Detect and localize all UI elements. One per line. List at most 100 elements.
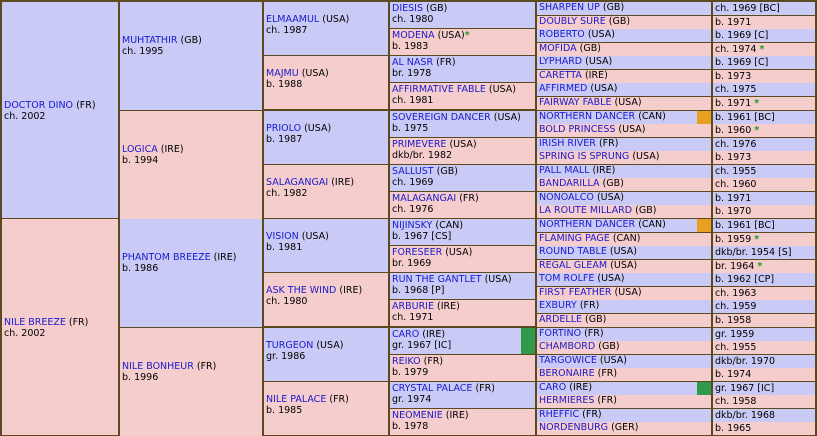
country-code: (USA) bbox=[596, 192, 625, 203]
horse-name-link[interactable]: AFFIRMATIVE FABLE bbox=[392, 84, 486, 95]
dam-cell-gen3: ASK THE WIND (IRE) ch. 1980 bbox=[264, 273, 388, 326]
dam-info-cell-gen5: b. 1973 bbox=[713, 70, 815, 83]
horse-name-link[interactable]: AL NASR bbox=[392, 57, 434, 68]
horse-info: b. 1970 bbox=[715, 206, 752, 217]
sire-info-cell-gen5: dkb/br. 1968 bbox=[713, 409, 815, 422]
horse-name-link[interactable]: LYPHARD bbox=[539, 56, 583, 67]
country-code: (FR) bbox=[584, 328, 604, 339]
horse-name-link[interactable]: ARDELLE bbox=[539, 314, 583, 325]
sire-info-cell-gen5: gr. 1967 [IC] bbox=[713, 382, 815, 395]
horse-name-link[interactable]: MOFIDA bbox=[539, 43, 577, 54]
horse-name-link[interactable]: FIRST FEATHER bbox=[539, 287, 612, 298]
horse-name-link[interactable]: NORTHERN DANCER bbox=[539, 111, 636, 122]
horse-name-link[interactable]: RUN THE GANTLET bbox=[392, 274, 482, 285]
country-code: (USA) bbox=[590, 83, 618, 94]
country-code: (USA) bbox=[301, 68, 329, 79]
horse-info: ch. 1976 bbox=[715, 139, 757, 150]
horse-name-link[interactable]: BANDARILLA bbox=[539, 178, 600, 189]
horse-name-link[interactable]: AFFIRMED bbox=[539, 83, 588, 94]
country-code: (CAN) bbox=[638, 219, 666, 230]
horse-name-link[interactable]: VISION bbox=[266, 231, 299, 242]
horse-name-link[interactable]: BERONAIRE bbox=[539, 368, 595, 379]
horse-name-link[interactable]: MODENA bbox=[392, 30, 435, 41]
horse-name-link[interactable]: IRISH RIVER bbox=[539, 138, 596, 149]
horse-name-link[interactable]: ROBERTO bbox=[539, 29, 585, 40]
horse-name-link[interactable]: ROUND TABLE bbox=[539, 246, 607, 257]
horse-name-link[interactable]: FORESEER bbox=[392, 247, 443, 258]
dam-cell-gen5: BANDARILLA (GB) bbox=[537, 178, 711, 191]
horse-name-link[interactable]: DIESIS bbox=[392, 3, 423, 14]
horse-name-link[interactable]: DOUBLY SURE bbox=[539, 16, 606, 27]
horse-info: br. 1964 bbox=[715, 261, 755, 272]
horse-name-link[interactable]: LA ROUTE MILLARD bbox=[539, 205, 633, 216]
country-code: (FR) bbox=[475, 383, 495, 394]
horse-name-link[interactable]: TOM ROLFE bbox=[539, 273, 595, 284]
horse-info: dkb/br. 1970 bbox=[715, 356, 776, 367]
country-code: (FR) bbox=[597, 395, 617, 406]
sire-cell-gen5: EXBURY (FR) bbox=[537, 300, 711, 313]
horse-name-link[interactable]: PRIOLO bbox=[266, 123, 302, 134]
horse-name-link[interactable]: ASK THE WIND bbox=[266, 285, 337, 296]
horse-name-link[interactable]: CARO bbox=[392, 329, 420, 340]
sire-cell-gen3: VISION (USA) b. 1981 bbox=[264, 219, 388, 272]
horse-name-link[interactable]: CARETTA bbox=[539, 70, 582, 81]
horse-name-link[interactable]: NORTHERN DANCER bbox=[539, 219, 636, 230]
horse-name-link[interactable]: ARBURIE bbox=[392, 301, 434, 312]
horse-name-link[interactable]: FLAMING PAGE bbox=[539, 233, 610, 244]
horse-name-link[interactable]: SHARPEN UP bbox=[539, 2, 600, 13]
horse-name-link[interactable]: CARO bbox=[539, 382, 567, 393]
horse-name-link[interactable]: FAIRWAY FABLE bbox=[539, 97, 612, 108]
horse-info: b. 1960 bbox=[715, 125, 752, 136]
horse-name-link[interactable]: RHEFFIC bbox=[539, 409, 580, 420]
horse-info: ch. 1975 bbox=[715, 84, 757, 95]
horse-name-link[interactable]: BOLD PRINCESS bbox=[539, 124, 616, 135]
horse-name-link[interactable]: EXBURY bbox=[539, 300, 577, 311]
horse-info: ch. 1980 bbox=[266, 296, 308, 307]
horse-name-link[interactable]: TARGOWICE bbox=[539, 355, 597, 366]
horse-name-link[interactable]: NIJINSKY bbox=[392, 220, 433, 231]
dam-cell-gen4: ARBURIE (IRE) ch. 1971 bbox=[390, 300, 535, 326]
horse-name-link[interactable]: MALAGANGAI bbox=[392, 193, 457, 204]
horse-name-link[interactable]: SALAGANGAI bbox=[266, 177, 329, 188]
horse-name-link[interactable]: PALL MALL bbox=[539, 165, 590, 176]
country-code: (GB) bbox=[436, 166, 458, 177]
horse-info: b. 1974 bbox=[715, 369, 752, 380]
horse-name-link[interactable]: TURGEON bbox=[266, 340, 314, 351]
country-code: (USA) bbox=[585, 56, 613, 67]
horse-name-link[interactable]: NONOALCO bbox=[539, 192, 594, 203]
sire-cell-gen4: CARO (IRE) gr. 1967 [IC] bbox=[390, 328, 535, 354]
horse-name-link[interactable]: LOGICA bbox=[122, 144, 158, 155]
sire-info-cell-gen5: b. 1971 bbox=[713, 192, 815, 205]
sire-info-cell-gen5: ch. 1969 [BC] bbox=[713, 2, 815, 15]
sire-cell-gen3: TURGEON (USA) gr. 1986 bbox=[264, 328, 388, 381]
horse-name-link[interactable]: CRYSTAL PALACE bbox=[392, 383, 473, 394]
star-icon: * bbox=[754, 125, 760, 136]
horse-name-link[interactable]: DOCTOR DINO bbox=[4, 100, 74, 111]
horse-name-link[interactable]: NILE PALACE bbox=[266, 394, 327, 405]
horse-name-link[interactable]: NILE BREEZE bbox=[4, 317, 66, 328]
horse-name-link[interactable]: CHAMBORD bbox=[539, 341, 596, 352]
horse-name-link[interactable]: SALLUST bbox=[392, 166, 434, 177]
horse-name-link[interactable]: NEOMENIE bbox=[392, 410, 443, 421]
horse-name-link[interactable]: REGAL GLEAM bbox=[539, 260, 608, 271]
horse-name-link[interactable]: MUHTATHIR bbox=[122, 35, 178, 46]
horse-name-link[interactable]: PRIMEVERE bbox=[392, 139, 447, 150]
horse-name-link[interactable]: SOVEREIGN DANCER bbox=[392, 112, 491, 123]
horse-name-link[interactable]: ELMAAMUL bbox=[266, 14, 320, 25]
horse-name-link[interactable]: MAJMU bbox=[266, 68, 299, 79]
horse-name-link[interactable]: HERMIERES bbox=[539, 395, 595, 406]
horse-info: b. 1973 bbox=[715, 71, 752, 82]
sire-cell-gen4: SALLUST (GB) ch. 1969 bbox=[390, 165, 535, 191]
horse-name-link[interactable]: FORTINO bbox=[539, 328, 582, 339]
country-code: (CAN) bbox=[638, 111, 666, 122]
country-code: (IRE) bbox=[584, 70, 608, 81]
horse-info: gr. 1986 bbox=[266, 351, 306, 362]
horse-name-link[interactable]: NILE BONHEUR bbox=[122, 361, 194, 372]
horse-info: ch. 1976 bbox=[392, 204, 434, 215]
horse-name-link[interactable]: SPRING IS SPRUNG bbox=[539, 151, 630, 162]
horse-info: ch. 1958 bbox=[715, 396, 757, 407]
horse-name-link[interactable]: PHANTOM BREEZE bbox=[122, 252, 211, 263]
horse-name-link[interactable]: REIKO bbox=[392, 356, 421, 367]
horse-name-link[interactable]: NORDENBURG bbox=[539, 422, 609, 433]
dam-cell-gen4: AFFIRMATIVE FABLE (USA) ch. 1981 bbox=[390, 83, 535, 109]
